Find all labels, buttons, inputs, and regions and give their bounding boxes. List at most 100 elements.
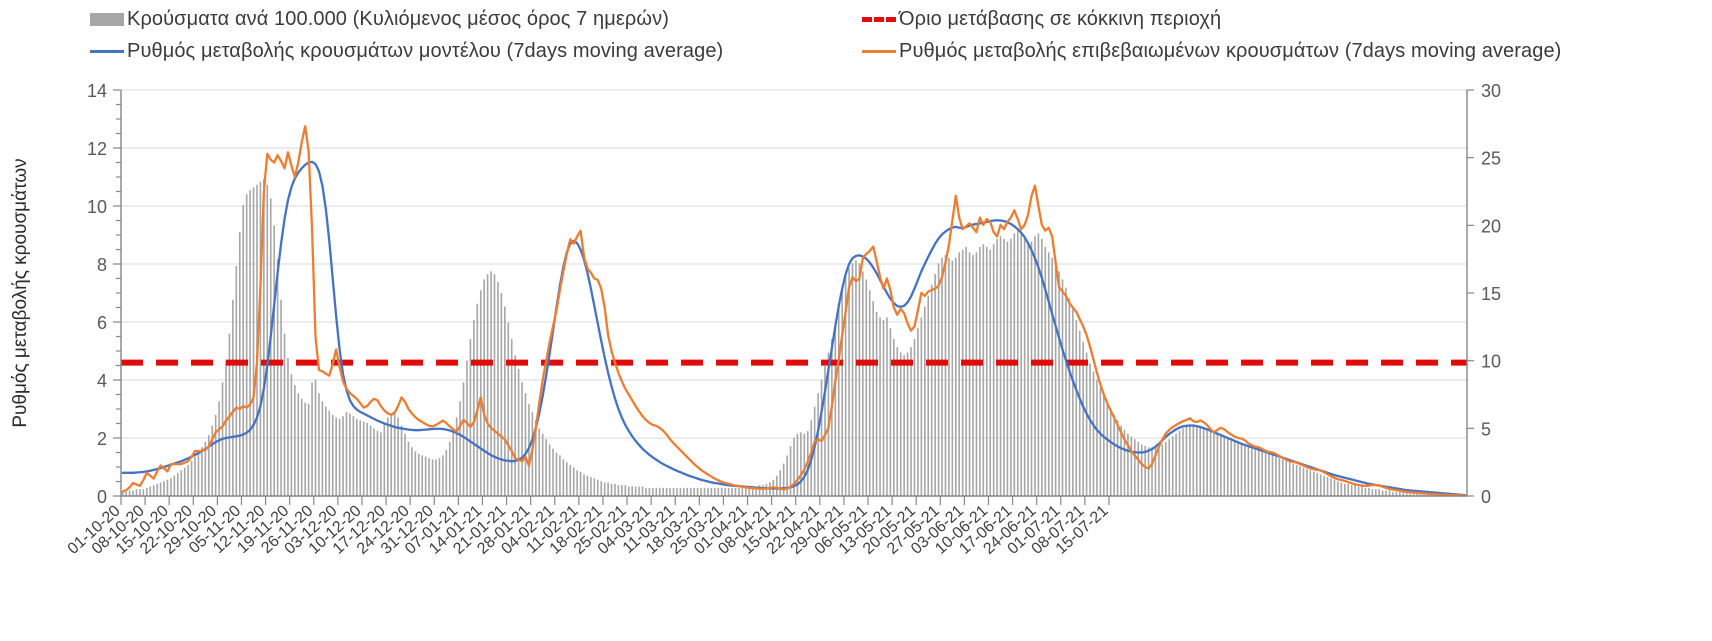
bar: [187, 464, 189, 496]
bar: [707, 487, 709, 496]
bar: [242, 205, 245, 497]
bar: [538, 428, 541, 496]
bar: [1089, 363, 1091, 496]
bar: [1158, 445, 1160, 496]
bar: [545, 439, 547, 496]
bar: [831, 339, 833, 496]
bar: [583, 474, 585, 496]
bar: [1185, 426, 1188, 496]
bar: [163, 481, 165, 496]
bar: [738, 487, 740, 496]
bar: [466, 360, 468, 496]
bar: [855, 260, 857, 496]
bar: [121, 491, 124, 496]
bar: [820, 379, 823, 496]
bar: [789, 445, 792, 496]
bar: [249, 190, 251, 496]
bar: [1213, 432, 1215, 496]
bar: [1123, 429, 1126, 496]
bar: [717, 487, 720, 496]
bar: [204, 441, 207, 496]
bar: [431, 459, 434, 496]
y2-tick-label: 10: [1481, 352, 1501, 372]
bar: [445, 449, 448, 496]
bar: [266, 184, 269, 496]
y-tick-label: 10: [87, 197, 107, 217]
bar: [1220, 435, 1222, 496]
bar: [679, 487, 682, 496]
bar: [724, 487, 726, 496]
y2-tick-label: 0: [1481, 487, 1491, 507]
bar: [421, 455, 424, 496]
bar: [1251, 447, 1253, 496]
bar: [1134, 439, 1136, 496]
bar: [177, 472, 179, 496]
bar: [844, 276, 847, 496]
bar: [1388, 490, 1391, 496]
bar: [490, 271, 492, 496]
bar: [259, 182, 262, 496]
bar: [1412, 493, 1415, 496]
bar: [1354, 485, 1356, 496]
bar: [858, 263, 861, 496]
legend-item-red-zone-threshold[interactable]: Όριο μετάβασης σε κόκκινη περιοχή: [862, 8, 1221, 31]
bar: [1364, 487, 1367, 496]
bar: [600, 481, 603, 496]
bar: [989, 249, 992, 496]
legend-item-confirmed-rate[interactable]: Ρυθμός μεταβολής επιβεβαιωμένων κρουσμάτ…: [862, 40, 1561, 63]
legend-item-cases-per-100k[interactable]: Κρούσματα ανά 100.000 (Κυλιόμενος μέσος …: [90, 8, 669, 31]
bar: [1140, 444, 1143, 496]
bar: [848, 268, 850, 496]
bar: [1309, 470, 1312, 496]
bar: [1237, 441, 1239, 496]
bar: [1195, 425, 1198, 496]
line-swatch-blue-icon: [90, 50, 124, 53]
bar: [875, 311, 878, 496]
bar: [1182, 428, 1184, 496]
legend-label-confirmed-rate: Ρυθμός μεταβολής επιβεβαιωμένων κρουσμάτ…: [899, 40, 1562, 62]
bar: [865, 279, 868, 496]
bar: [1374, 489, 1377, 496]
bar: [1340, 482, 1343, 496]
bar: [569, 464, 572, 496]
y2-tick-label: 20: [1481, 216, 1501, 236]
bar: [424, 456, 427, 496]
bar: [194, 456, 196, 496]
bar: [641, 486, 644, 496]
bar: [975, 252, 978, 496]
bar: [1096, 379, 1098, 496]
bar: [338, 418, 341, 496]
bar: [476, 303, 479, 496]
bar: [442, 455, 444, 496]
bar: [565, 462, 568, 496]
bar: [1154, 447, 1157, 496]
bar: [352, 416, 355, 496]
bar: [297, 393, 300, 496]
bar: [1192, 425, 1195, 496]
bar: [758, 485, 761, 496]
bar: [927, 295, 930, 496]
bar: [917, 328, 919, 496]
bar: [521, 382, 523, 496]
bar: [893, 339, 895, 496]
bar: [1240, 443, 1243, 496]
bar: [438, 458, 441, 496]
bar: [796, 433, 799, 496]
bar: [837, 306, 840, 496]
bar: [1175, 433, 1177, 496]
bar: [1278, 458, 1281, 496]
bar: [872, 301, 874, 496]
bar: [393, 410, 396, 496]
bar: [965, 246, 967, 496]
bar: [1285, 460, 1288, 496]
y-axis-title-text: Ρυθμός μεταβολής κρουσμάτων: [10, 158, 31, 427]
bar: [782, 463, 785, 496]
bar: [555, 452, 558, 496]
bar: [497, 282, 499, 496]
legend-item-model-rate[interactable]: Ρυθμός μεταβολής κρουσμάτων μοντέλου (7d…: [90, 40, 723, 63]
bar: [765, 483, 768, 496]
bar: [335, 417, 337, 496]
bar: [359, 420, 362, 496]
bar: [269, 198, 272, 496]
